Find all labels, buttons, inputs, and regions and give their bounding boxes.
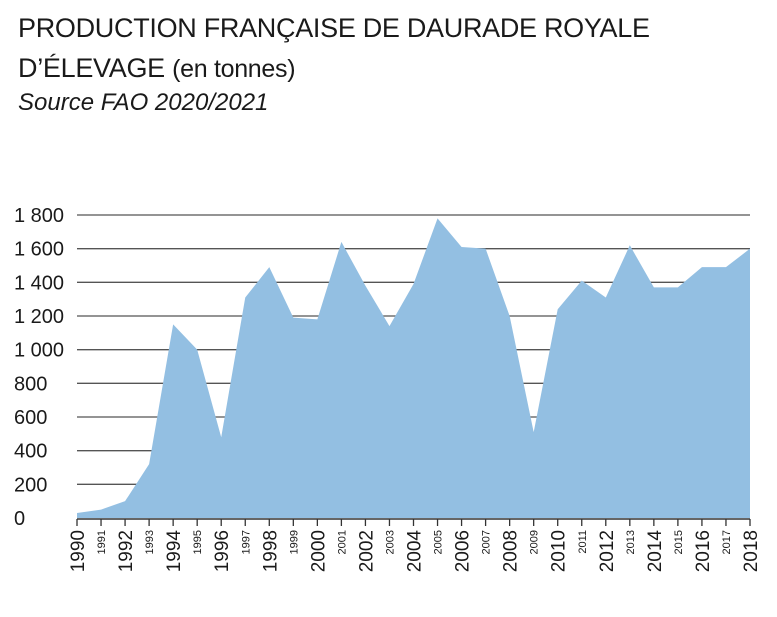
- x-tick-label: 2010: [549, 530, 570, 572]
- y-tick-label: 600: [14, 407, 47, 429]
- x-tick-label: 2018: [741, 530, 762, 572]
- x-tick-label: 1995: [192, 530, 204, 554]
- x-tick-label: 2016: [693, 530, 714, 572]
- x-tick-label: 2001: [336, 530, 348, 554]
- y-tick-label: 400: [14, 441, 47, 463]
- x-tick-label: 2013: [625, 530, 637, 554]
- x-tick-label: 2000: [308, 530, 329, 572]
- x-tick-label: 2009: [529, 530, 541, 554]
- y-tick-label: 1 200: [14, 306, 64, 328]
- x-tick-label: 2004: [405, 530, 426, 573]
- x-tick-label: 2002: [356, 530, 377, 572]
- x-tick-label: 1990: [68, 530, 89, 572]
- title-line-1: PRODUCTION FRANÇAISE DE DAURADE ROYALE: [18, 13, 650, 43]
- y-tick-label: 1 600: [14, 239, 64, 261]
- x-tick-label: 1997: [240, 530, 252, 554]
- chart-source: Source FAO 2020/2021: [18, 89, 269, 116]
- area-fill: [77, 218, 750, 518]
- y-tick-label: 1 400: [14, 272, 64, 294]
- x-tick-label: 1996: [212, 530, 233, 572]
- x-tick-label: 1994: [164, 530, 185, 573]
- title-line-2: D’ÉLEVAGE (en tonnes): [18, 48, 650, 89]
- x-tick-label: 2017: [721, 530, 733, 554]
- chart-title: PRODUCTION FRANÇAISE DE DAURADE ROYALE D…: [18, 8, 650, 89]
- x-tick-label: 1998: [260, 530, 281, 572]
- y-tick-label: 0: [14, 508, 25, 530]
- x-axis: 1990 1991 1992 1993 1994 1995 1996 1997 1998 1999…: [68, 518, 762, 573]
- title-unit: (en tonnes): [172, 55, 296, 83]
- x-tick-label: 1992: [116, 530, 137, 572]
- area-series: [76, 218, 751, 518]
- x-tick-label: 2012: [597, 530, 618, 572]
- y-tick-label: 1 800: [14, 205, 64, 227]
- y-axis: 0 200 400 600 800 1 000 1 200 1 400 1 600 1 800: [14, 205, 64, 530]
- x-tick-label: 2014: [645, 530, 666, 573]
- title-main: D’ÉLEVAGE: [18, 53, 165, 83]
- x-tick-label: 2011: [577, 530, 589, 554]
- x-tick-label: 2006: [453, 530, 474, 572]
- x-tick-label: 2003: [384, 530, 396, 554]
- x-tick-label: 1993: [144, 530, 156, 554]
- x-tick-label: 1999: [288, 530, 300, 554]
- x-tick-label: 2007: [481, 530, 493, 554]
- y-tick-label: 800: [14, 373, 47, 395]
- y-tick-label: 1 000: [14, 340, 64, 362]
- x-tick-label: 2015: [673, 530, 685, 554]
- x-tick-label: 2008: [501, 530, 522, 572]
- x-tick-label: 1991: [96, 530, 108, 554]
- y-tick-label: 200: [14, 474, 47, 496]
- x-tick-label: 2005: [433, 530, 445, 554]
